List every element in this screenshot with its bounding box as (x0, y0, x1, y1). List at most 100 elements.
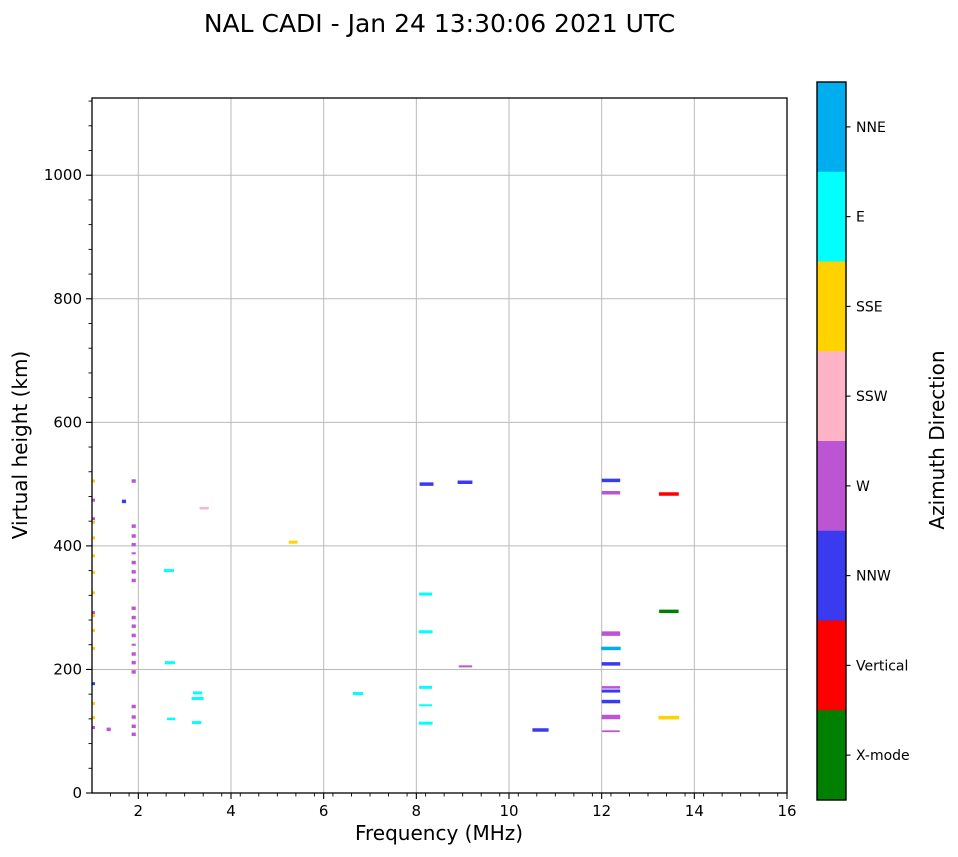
data-point-W (91, 611, 96, 615)
colorbar-segment-SSE (817, 261, 846, 352)
chart-title: NAL CADI - Jan 24 13:30:06 2021 UTC (203, 9, 676, 38)
data-point-W (106, 727, 111, 732)
data-point-SSE (91, 701, 96, 705)
data-point-W (131, 524, 136, 528)
data-point-W (91, 517, 96, 521)
y-tick-label: 600 (53, 413, 82, 431)
data-point-W (91, 726, 96, 730)
colorbar-title: Azimuth Direction (925, 350, 949, 530)
y-tick-label: 200 (53, 660, 82, 678)
colorbar-segment-NNW (817, 530, 846, 621)
colorbar-label-X-mode: X-mode (856, 748, 910, 764)
data-point-E (419, 685, 433, 689)
x-tick-label: 16 (777, 802, 796, 820)
data-point-SSE (91, 554, 96, 558)
colorbar-label-NNE: NNE (856, 120, 886, 136)
x-tick-label: 12 (592, 802, 611, 820)
colorbar-segment-NNE (817, 82, 846, 173)
data-point-W (131, 732, 136, 737)
data-point-W (131, 652, 136, 656)
data-point-W (131, 479, 136, 483)
data-point-W (131, 578, 136, 583)
data-point-W (131, 542, 136, 547)
data-point-W (131, 552, 136, 555)
data-point-SSE (658, 715, 680, 720)
data-point-W (601, 491, 621, 495)
colorbar-label-SSE: SSE (856, 299, 883, 315)
colorbar-label-E: E (856, 210, 865, 226)
colorbar-outline (816, 81, 847, 801)
data-point-SSE (91, 646, 96, 650)
y-tick-label: 800 (53, 290, 82, 308)
data-point-E (193, 691, 203, 695)
data-point-SSE (91, 536, 96, 540)
data-point-SSE (91, 614, 96, 618)
x-tick-label: 10 (499, 802, 518, 820)
data-point-NNW (601, 689, 621, 693)
data-point-E (163, 569, 175, 573)
data-point-E (419, 592, 433, 596)
colorbar-label-NNW: NNW (856, 569, 891, 585)
data-point-NNW (532, 728, 549, 732)
data-point-E (418, 630, 433, 634)
data-point-W (131, 670, 136, 674)
data-point-W (458, 665, 473, 668)
data-point-W (131, 660, 136, 665)
data-point-E (418, 721, 433, 725)
data-point-E (419, 704, 433, 707)
data-point-W (131, 715, 136, 719)
data-point-SSE (91, 716, 96, 720)
data-point-NNW (419, 482, 434, 486)
y-axis-label: Virtual height (km) (8, 350, 32, 540)
data-point-W (131, 606, 136, 611)
data-point-W (131, 704, 136, 709)
data-point-NNW (601, 662, 621, 666)
data-point-NNW (601, 478, 621, 483)
data-point-E (164, 661, 175, 665)
data-point-X-mode (659, 609, 679, 614)
data-point-Vertical (658, 492, 679, 496)
colorbar-label-W: W (856, 479, 870, 495)
data-point-W (131, 643, 136, 646)
data-point-NNW (601, 699, 621, 704)
colorbar-segment-E (817, 171, 846, 262)
data-point-W (601, 714, 621, 720)
data-point-E (167, 717, 176, 721)
y-tick-label: 400 (53, 537, 82, 555)
data-point-W (131, 534, 136, 538)
data-point-E (192, 721, 202, 725)
colorbar-segment-W (817, 441, 846, 532)
data-point-SSE (91, 591, 96, 595)
data-point-SSE (91, 629, 96, 633)
data-point-W (131, 724, 136, 729)
data-point-W (91, 498, 96, 502)
data-point-SSE (91, 520, 96, 524)
data-point-NNW (121, 499, 127, 504)
x-tick-label: 4 (226, 802, 236, 820)
plot-spines (91, 97, 788, 794)
colorbar-segment-Vertical (817, 620, 846, 711)
colorbar-label-SSW: SSW (856, 389, 888, 405)
y-tick-label: 1000 (44, 166, 82, 184)
data-point-W (131, 633, 136, 638)
data-point-SSE (288, 540, 298, 544)
data-point-SSE (91, 570, 96, 574)
data-point-W (601, 686, 621, 689)
data-point-NNW (457, 480, 473, 485)
data-point-NNW (91, 682, 96, 686)
data-point-W (601, 631, 621, 636)
x-axis-label: Frequency (MHz) (354, 821, 524, 845)
data-point-W (131, 624, 136, 628)
data-point-E (352, 692, 364, 696)
data-point-E (191, 696, 204, 700)
colorbar-label-Vertical: Vertical (856, 658, 908, 674)
data-point-SSW (199, 506, 209, 510)
data-point-W (602, 730, 620, 733)
y-tick-label: 0 (72, 784, 82, 802)
data-point-W (131, 560, 136, 565)
x-tick-label: 2 (134, 802, 144, 820)
colorbar-segment-X-mode (817, 710, 846, 801)
data-point-SSE (91, 479, 96, 483)
colorbar-segment-SSW (817, 351, 846, 442)
